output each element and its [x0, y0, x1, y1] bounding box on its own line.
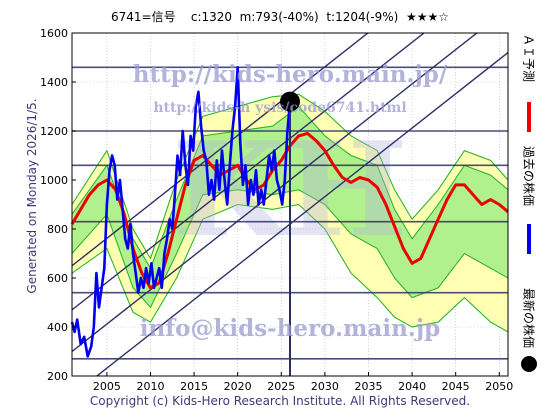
watermark-url-mid: http://kids-h ysis/code6741.html: [153, 100, 406, 116]
past-price-polyline: [70, 66, 292, 358]
y-axis-ticks: 200 400 600 800 1000 1200 1400 1600: [40, 27, 76, 383]
y-tick-label: 200: [47, 370, 68, 383]
band-outer-lower-line: [71, 203, 509, 333]
band-outer-upper-line: [71, 93, 509, 260]
x-tick-label: 2050: [485, 380, 513, 393]
y-tick-label: 1200: [40, 125, 68, 138]
past-price-line: [70, 66, 292, 358]
x-tick-label: 2020: [224, 380, 252, 393]
copyright-footer: Copyright (c) Kids-Hero Research Institu…: [89, 394, 471, 408]
stock-code: 6741=信号: [110, 10, 176, 24]
x-tick-label: 2025: [267, 380, 295, 393]
chart-header: 6741=信号 c:1320 m:793(-40%) t:1204(-9%) ★…: [0, 8, 560, 25]
rating-stars: ★★★☆: [406, 10, 450, 24]
legend-past-price-label: 過去の株価: [521, 145, 536, 207]
y-tick-label: 600: [47, 272, 68, 285]
y-tick-label: 1000: [40, 174, 68, 187]
x-tick-label: 2005: [93, 380, 121, 393]
legend-latest-price-label: 最新の株価: [521, 287, 536, 349]
y-tick-label: 400: [47, 321, 68, 334]
y-tick-label: 1400: [40, 76, 68, 89]
x-axis-ticks: 2005 2010 2015 2020 2025 2030 2035 2040 2045 2050: [93, 372, 513, 393]
legend-ai-forecast-label: ＡＩ予測: [521, 33, 536, 83]
watermark-email: info@kids-hero.main.jp: [140, 315, 440, 342]
watermark-url-top: http://kids-hero.main.jp/: [133, 61, 448, 88]
x-tick-label: 2010: [136, 380, 164, 393]
x-tick-label: 2040: [398, 380, 426, 393]
watermark-texts: http://kids-hero.main.jp/ http://kids-h …: [133, 61, 448, 342]
band-inner-lower-line: [71, 189, 509, 309]
y-tick-label: 800: [47, 223, 68, 236]
plot-border: [71, 32, 509, 377]
legend-ai-forecast-swatch: [527, 102, 531, 132]
x-tick-label: 2030: [311, 380, 339, 393]
x-tick-label: 2035: [354, 380, 382, 393]
current-price: c:1320: [190, 10, 233, 24]
latest-price-marker: [280, 91, 300, 112]
y-tick-label: 1600: [40, 27, 68, 40]
legend-past-price-swatch: [527, 224, 531, 254]
minimum-price: m:793(-40%): [239, 10, 319, 24]
generated-date-caption: Generated on Monday 2026/1/5.: [25, 98, 39, 294]
target-price: t:1204(-9%): [326, 10, 399, 24]
x-tick-label: 2015: [180, 380, 208, 393]
x-tick-label: 2045: [442, 380, 470, 393]
legend-latest-price-swatch: [521, 356, 537, 372]
